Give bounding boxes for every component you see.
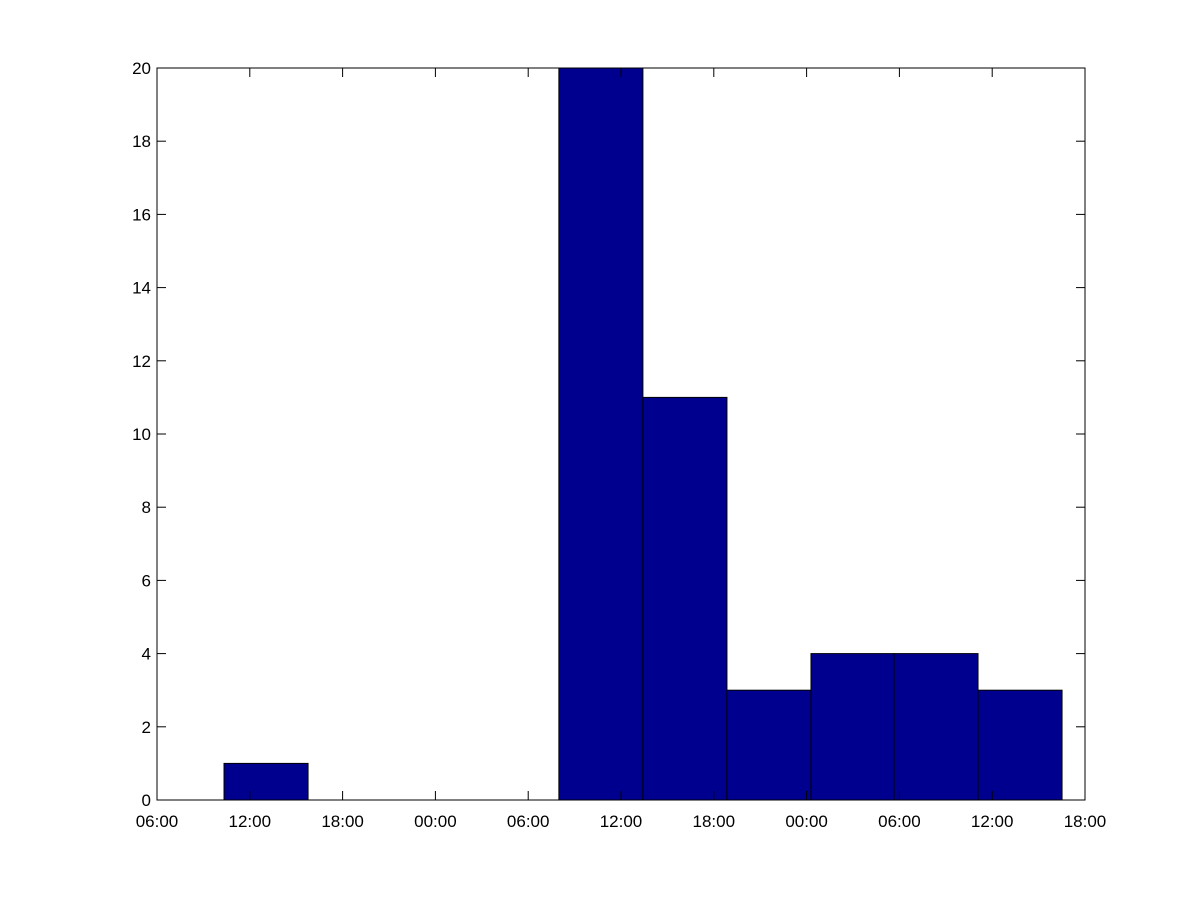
histogram-bar bbox=[810, 653, 895, 801]
histogram-bar bbox=[223, 762, 309, 801]
plot-frame bbox=[156, 67, 1086, 801]
tick-labels: 06:00 12:00 18:00 00:00 06:00 12:00 18:00 00:00… bbox=[132, 59, 1106, 831]
x-tick-label: 12:00 bbox=[600, 812, 643, 831]
x-tick-label: 12:00 bbox=[229, 812, 272, 831]
x-tick-label: 06:00 bbox=[136, 812, 179, 831]
y-tick-label: 0 bbox=[142, 791, 151, 810]
y-tick-label: 8 bbox=[142, 498, 151, 517]
y-tick-label: 14 bbox=[132, 279, 151, 298]
bars bbox=[223, 67, 1063, 801]
x-tick-label: 00:00 bbox=[414, 812, 457, 831]
x-tick-label: 18:00 bbox=[321, 812, 364, 831]
y-tick-label: 6 bbox=[142, 571, 151, 590]
histogram-bar bbox=[893, 653, 979, 801]
x-tick-label: 06:00 bbox=[507, 812, 550, 831]
x-tick-label: 06:00 bbox=[878, 812, 921, 831]
x-tick-label: 12:00 bbox=[971, 812, 1014, 831]
y-tick-label: 16 bbox=[132, 205, 151, 224]
histogram-bar bbox=[977, 689, 1063, 801]
x-tick-label: 18:00 bbox=[693, 812, 736, 831]
y-tick-label: 4 bbox=[142, 645, 151, 664]
y-tick-label: 20 bbox=[132, 59, 151, 78]
y-tick-label: 2 bbox=[142, 718, 151, 737]
histogram-bar bbox=[726, 689, 812, 801]
y-tick-label: 10 bbox=[132, 425, 151, 444]
y-tick-label: 18 bbox=[132, 132, 151, 151]
x-tick-label: 00:00 bbox=[785, 812, 828, 831]
histogram-bar bbox=[642, 396, 728, 801]
x-tick-label: 18:00 bbox=[1064, 812, 1107, 831]
histogram-bar bbox=[558, 67, 644, 801]
y-tick-label: 12 bbox=[132, 352, 151, 371]
